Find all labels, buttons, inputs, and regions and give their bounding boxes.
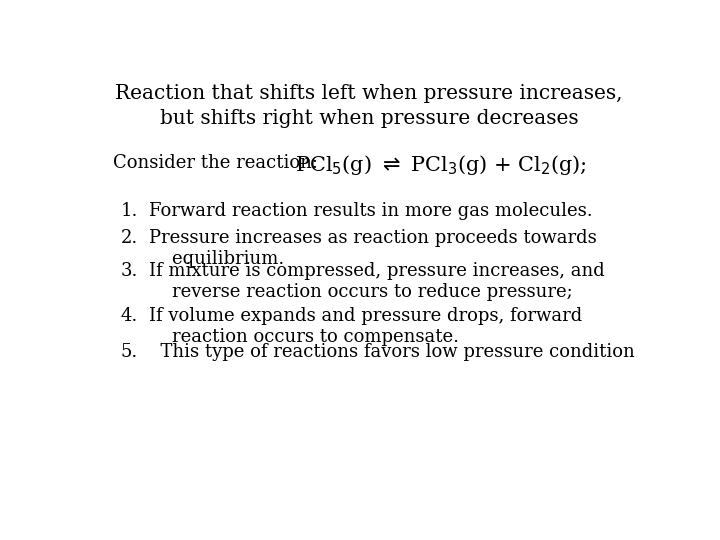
Text: but shifts right when pressure decreases: but shifts right when pressure decreases (160, 109, 578, 129)
Text: Consider the reaction:: Consider the reaction: (114, 154, 330, 172)
Text: Pressure increases as reaction proceeds towards
    equilibrium.: Pressure increases as reaction proceeds … (148, 229, 596, 268)
Text: Forward reaction results in more gas molecules.: Forward reaction results in more gas mol… (148, 202, 593, 220)
Text: If volume expands and pressure drops, forward
    reaction occurs to compensate.: If volume expands and pressure drops, fo… (148, 307, 582, 346)
Text: PCl$_5$(g) $\rightleftharpoons$ PCl$_3$(g) + Cl$_2$(g);: PCl$_5$(g) $\rightleftharpoons$ PCl$_3$(… (295, 153, 588, 177)
Text: If mixture is compressed, pressure increases, and
    reverse reaction occurs to: If mixture is compressed, pressure incre… (148, 262, 604, 301)
Text: This type of reactions favors low pressure condition: This type of reactions favors low pressu… (148, 343, 634, 361)
Text: 2.: 2. (121, 229, 138, 247)
Text: 1.: 1. (121, 202, 138, 220)
Text: 4.: 4. (121, 307, 138, 325)
Text: Reaction that shifts left when pressure increases,: Reaction that shifts left when pressure … (115, 84, 623, 103)
Text: 5.: 5. (121, 343, 138, 361)
Text: 3.: 3. (121, 262, 138, 280)
